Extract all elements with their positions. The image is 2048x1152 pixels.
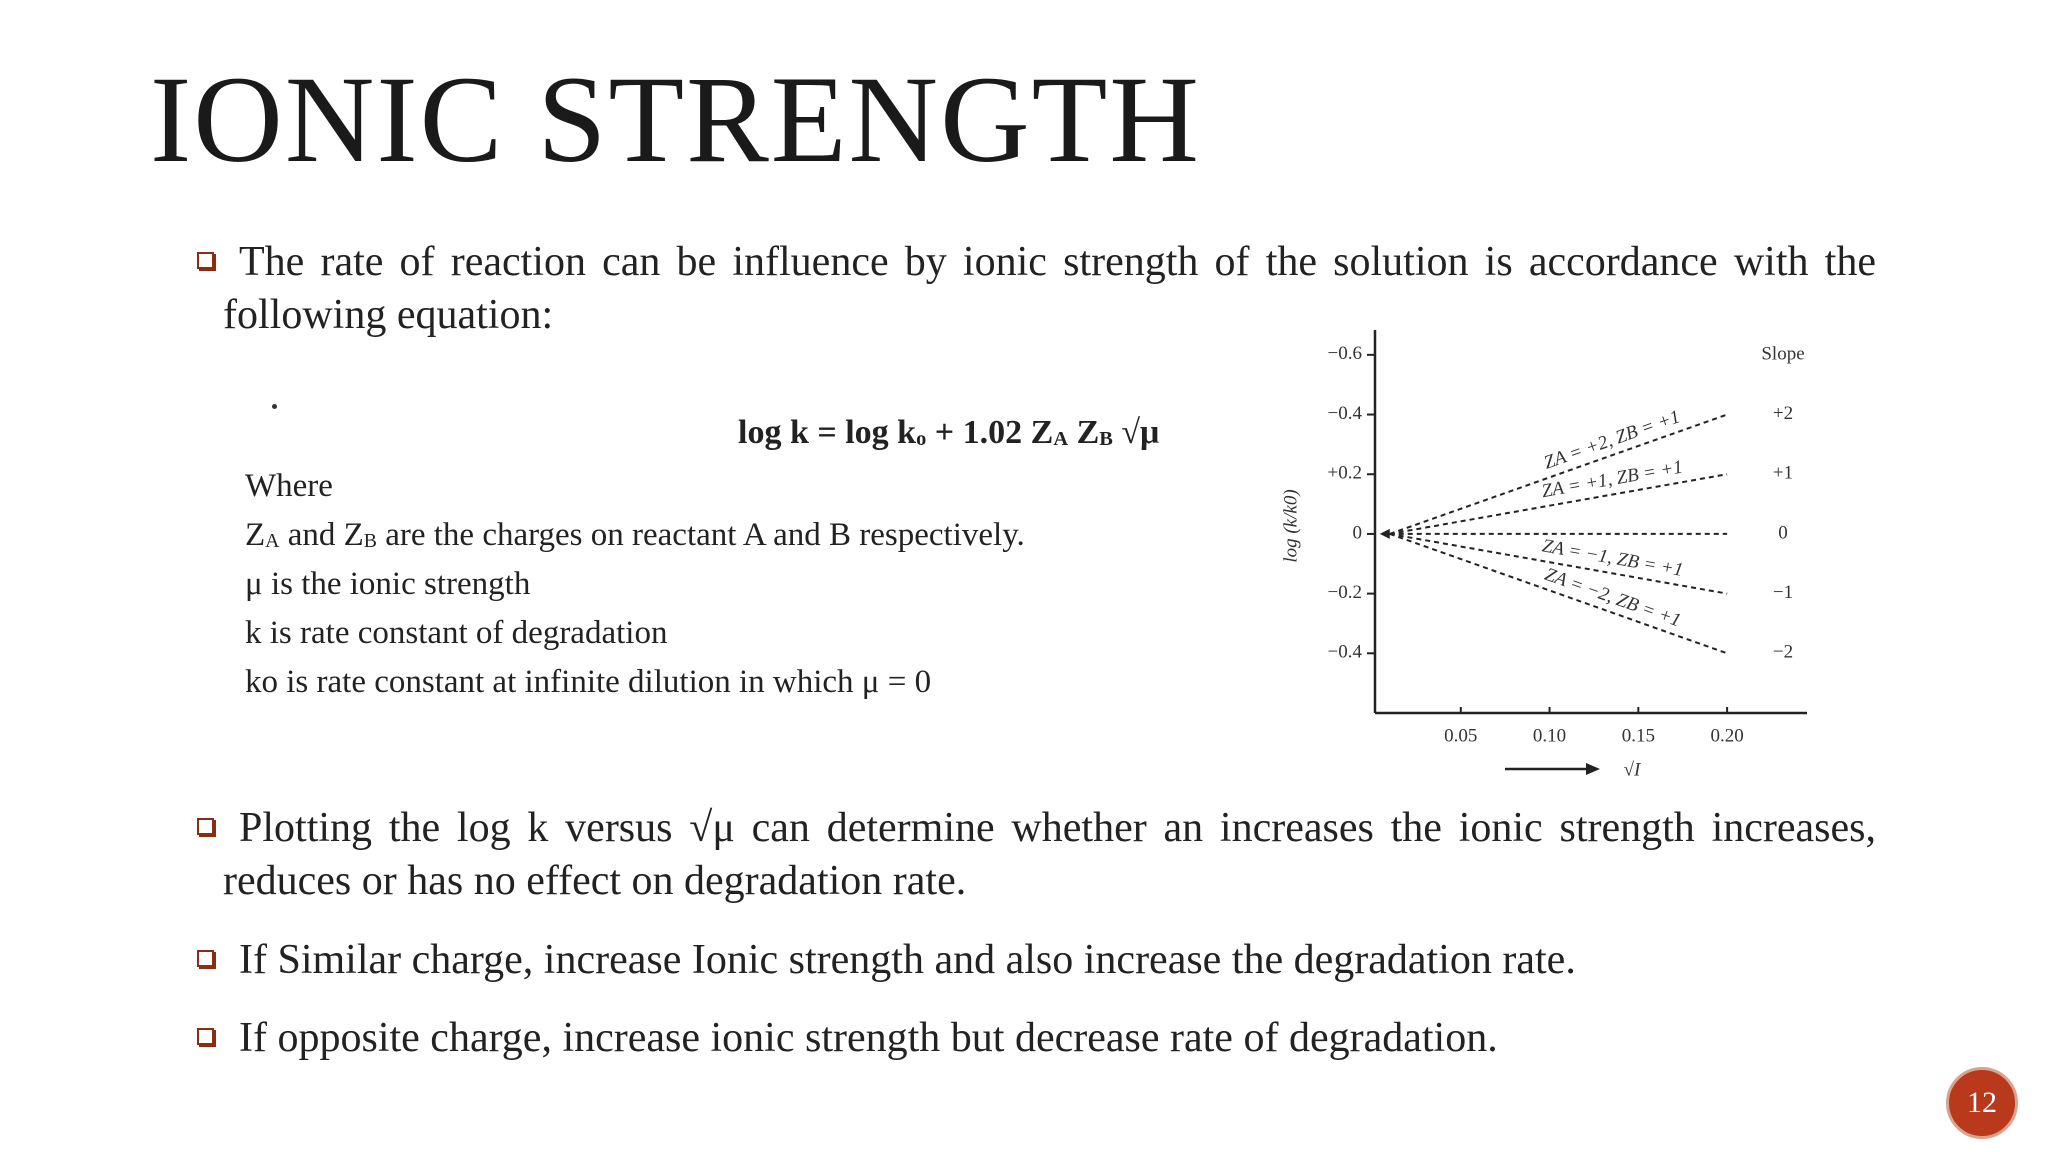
y-tick-label: 0 (1353, 522, 1363, 543)
text-sub: A (265, 529, 280, 552)
y-tick-label: −0.4 (1328, 642, 1363, 663)
slide-title: IONIC STRENGTH (150, 51, 1201, 188)
slope-label: 0 (1778, 522, 1788, 543)
eq-part: √μ (1112, 414, 1160, 451)
x-tick-label: 0.05 (1444, 725, 1477, 746)
where-line: k is rate constant of degradation (245, 615, 668, 651)
origin-marker (1379, 528, 1390, 539)
text: Z (245, 517, 266, 553)
slope-label: −2 (1773, 642, 1793, 663)
bullet-text: Plotting the log k versus √μ can determi… (223, 805, 1876, 904)
slope-label: +1 (1773, 463, 1793, 484)
series-label: ZA = −2, ZB = +1 (1542, 564, 1684, 631)
dot (272, 404, 277, 409)
series-label: ZA = +2, ZB = +1 (1541, 406, 1683, 473)
x-arrow-head (1586, 763, 1600, 775)
bullet: Plotting the log k versus √μ can determi… (197, 802, 1876, 908)
y-tick-label: −0.2 (1328, 582, 1362, 603)
x-axis-label: √I (1624, 759, 1642, 780)
bullet-text: The rate of reaction can be influence by… (223, 239, 1876, 338)
slope-header: Slope (1761, 343, 1804, 364)
page-number: 12 (1946, 1067, 2018, 1139)
series-label: ZA = −1, ZB = +1 (1540, 535, 1684, 581)
series-label: ZA = +1, ZB = +1 (1540, 457, 1684, 503)
text: are the charges on reactant A and B resp… (376, 517, 1025, 553)
series-line (1389, 532, 1728, 595)
eq-part: log k = log k (738, 414, 917, 451)
x-tick-label: 0.15 (1622, 725, 1655, 746)
x-tick-label: 0.20 (1710, 725, 1743, 746)
slope-label: −1 (1773, 582, 1793, 603)
y-tick-label: −0.4 (1328, 403, 1363, 424)
y-axis-label: log (k/k0) (1280, 489, 1301, 562)
equation: log k = log ko + 1.02 ZA ZB √μ (738, 414, 1159, 452)
where-heading: Where (245, 468, 333, 504)
text: and Z (279, 517, 364, 553)
series-line (1389, 413, 1728, 535)
bullet: The rate of reaction can be influence by… (197, 236, 1876, 342)
text-sub: B (363, 529, 377, 552)
eq-part: + 1.02 Z (926, 414, 1054, 451)
eq-sub: B (1099, 428, 1113, 451)
where-line: μ is the ionic strength (245, 566, 531, 602)
bullet-text: If opposite charge, increase ionic stren… (239, 1015, 1498, 1061)
y-tick-label: −0.6 (1328, 343, 1362, 364)
eq-sub: A (1053, 428, 1069, 451)
x-tick-label: 0.10 (1533, 725, 1566, 746)
bullet-text: If Similar charge, increase Ionic streng… (239, 937, 1576, 983)
series-line (1389, 532, 1728, 655)
slope-label: +2 (1773, 403, 1793, 424)
eq-part: Z (1068, 414, 1100, 451)
where-line: ko is rate constant at infinite dilution… (245, 664, 932, 700)
series-line (1389, 473, 1728, 535)
y-tick-label: +0.2 (1328, 463, 1362, 484)
where-line: ZA and ZB are the charges on reactant A … (245, 517, 1025, 554)
bullet: If opposite charge, increase ionic stren… (197, 1012, 1876, 1065)
bullet: If Similar charge, increase Ionic streng… (197, 934, 1876, 987)
eq-sub: o (916, 428, 927, 451)
